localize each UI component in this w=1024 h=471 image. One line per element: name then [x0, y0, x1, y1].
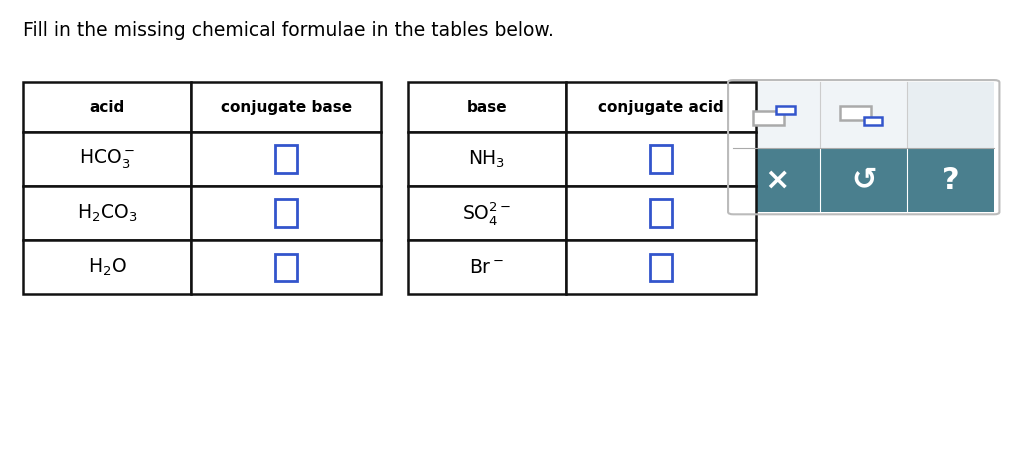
- Bar: [733, 148, 820, 212]
- Bar: [907, 148, 994, 212]
- Bar: [820, 82, 907, 148]
- Text: HCO$_3^-$: HCO$_3^-$: [79, 147, 135, 171]
- Text: H$_2$O: H$_2$O: [88, 257, 126, 278]
- Bar: [274, 254, 297, 281]
- Bar: [820, 148, 907, 212]
- Bar: [23, 82, 191, 132]
- Bar: [408, 240, 566, 294]
- Text: H$_2$CO$_3$: H$_2$CO$_3$: [77, 203, 137, 224]
- Text: NH$_3$: NH$_3$: [468, 148, 506, 170]
- Bar: [566, 82, 756, 132]
- Bar: [274, 145, 297, 173]
- Bar: [274, 200, 297, 227]
- Bar: [191, 82, 381, 132]
- Bar: [907, 82, 994, 148]
- Text: conjugate acid: conjugate acid: [598, 100, 724, 114]
- Bar: [650, 145, 673, 173]
- Text: acid: acid: [89, 100, 125, 114]
- Bar: [566, 186, 756, 240]
- Text: Fill in the missing chemical formulae in the tables below.: Fill in the missing chemical formulae in…: [23, 21, 553, 40]
- Bar: [191, 186, 381, 240]
- Bar: [408, 132, 566, 186]
- Text: ×: ×: [764, 166, 790, 195]
- Bar: [191, 240, 381, 294]
- Text: SO$_4^{2-}$: SO$_4^{2-}$: [462, 200, 512, 227]
- Bar: [191, 132, 381, 186]
- Bar: [776, 106, 795, 114]
- Text: Br$^-$: Br$^-$: [469, 258, 505, 277]
- Bar: [23, 186, 191, 240]
- Bar: [23, 132, 191, 186]
- Text: conjugate base: conjugate base: [220, 100, 352, 114]
- Bar: [650, 200, 673, 227]
- Bar: [566, 240, 756, 294]
- Text: base: base: [467, 100, 507, 114]
- Bar: [753, 111, 784, 125]
- Text: ?: ?: [942, 166, 959, 195]
- Bar: [23, 240, 191, 294]
- Bar: [733, 82, 820, 148]
- Bar: [840, 106, 870, 120]
- Bar: [408, 186, 566, 240]
- Bar: [566, 132, 756, 186]
- Bar: [408, 82, 566, 132]
- Bar: [650, 254, 673, 281]
- Text: ↺: ↺: [851, 166, 877, 195]
- Bar: [863, 117, 882, 125]
